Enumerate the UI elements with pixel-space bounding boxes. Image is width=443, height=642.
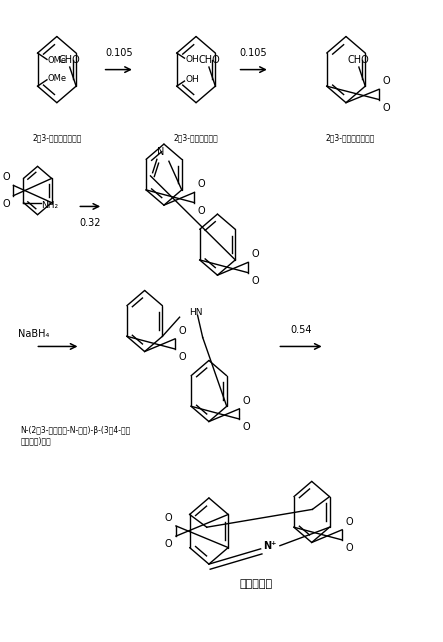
Text: O: O <box>346 543 353 553</box>
Text: NH₂: NH₂ <box>42 201 58 210</box>
Text: OMe: OMe <box>48 74 67 83</box>
Text: O: O <box>165 513 172 523</box>
Text: N: N <box>157 147 165 157</box>
Text: O: O <box>251 249 259 259</box>
Text: O: O <box>179 325 186 336</box>
Text: 2，3-亚甲氧基苯甲醛: 2，3-亚甲氧基苯甲醛 <box>326 134 375 143</box>
Text: O: O <box>346 517 353 526</box>
Text: 0.105: 0.105 <box>105 48 132 58</box>
Text: HN: HN <box>189 308 202 317</box>
Text: NaBH₄: NaBH₄ <box>18 329 50 339</box>
Text: OH: OH <box>185 75 199 84</box>
Text: O: O <box>198 206 206 216</box>
Text: O: O <box>179 352 186 362</box>
Text: O: O <box>251 276 259 286</box>
Text: O: O <box>165 539 172 550</box>
Text: 2，3-二甲氧基苯甲醛: 2，3-二甲氧基苯甲醛 <box>32 134 82 143</box>
Text: 0.32: 0.32 <box>79 218 101 228</box>
Text: O: O <box>243 395 250 406</box>
Text: 0.105: 0.105 <box>240 48 268 58</box>
Text: N-(2，3-亚甲氧基-N-苄基)-β-(3，4-亚甲
氧基苯基)乙胺: N-(2，3-亚甲氧基-N-苄基)-β-(3，4-亚甲 氧基苯基)乙胺 <box>20 426 131 446</box>
Text: O: O <box>382 76 390 86</box>
Text: 0.54: 0.54 <box>290 325 312 335</box>
Text: O: O <box>2 199 10 209</box>
Text: O: O <box>2 172 10 182</box>
Text: OMe: OMe <box>48 56 67 65</box>
Text: O: O <box>243 422 250 432</box>
Text: CHO: CHO <box>348 55 370 64</box>
Text: N⁺: N⁺ <box>264 541 277 551</box>
Text: 盐酸黄连碱: 盐酸黄连碱 <box>240 578 272 589</box>
Text: O: O <box>382 103 390 113</box>
Text: 2，3-二羟基苯甲醛: 2，3-二羟基苯甲醛 <box>174 134 218 143</box>
Text: OH: OH <box>185 55 199 64</box>
Text: O: O <box>198 179 206 189</box>
Text: CHO: CHO <box>59 55 81 64</box>
Text: CHO: CHO <box>198 55 220 64</box>
